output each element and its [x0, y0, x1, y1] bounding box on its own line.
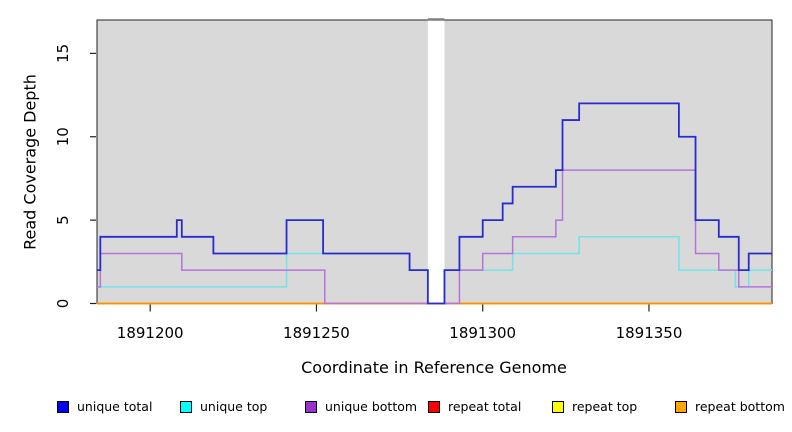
legend-swatch-icon — [57, 401, 69, 413]
legend-item-unique-total: unique total — [57, 399, 152, 415]
legend-swatch-icon — [552, 401, 564, 413]
x-axis-title: Coordinate in Reference Genome — [301, 358, 567, 377]
legend-item-unique-top: unique top — [180, 399, 267, 415]
y-axis-title: Read Coverage Depth — [20, 74, 40, 250]
legend-label: repeat bottom — [695, 399, 785, 414]
legend-label: repeat top — [572, 399, 638, 414]
legend-swatch-icon — [675, 401, 687, 413]
legend-item-repeat-top: repeat top — [552, 399, 637, 415]
masked-region-band — [427, 18, 445, 304]
legend-item-unique-bottom: unique bottom — [305, 399, 417, 415]
legend-swatch-icon — [428, 401, 440, 413]
y-tick-label: 0 — [54, 299, 72, 309]
legend-label: unique top — [200, 399, 268, 414]
y-tick-label: 10 — [54, 127, 72, 146]
legend-label: repeat total — [448, 399, 522, 414]
series-line-unique-total — [97, 102, 772, 305]
x-tick-label: 1891200 — [117, 324, 184, 342]
legend-label: unique total — [77, 399, 153, 414]
legend-label: unique bottom — [325, 399, 418, 414]
legend-swatch-icon — [305, 401, 317, 413]
x-tick-label: 1891300 — [449, 324, 516, 342]
x-tick-label: 1891250 — [283, 324, 350, 342]
y-tick-label: 15 — [54, 44, 72, 63]
series-line-unique-bottom — [97, 169, 772, 305]
x-tick-label: 1891350 — [616, 324, 683, 342]
legend-item-repeat-total: repeat total — [428, 399, 521, 415]
y-tick-label: 5 — [54, 215, 72, 225]
legend-item-repeat-bottom: repeat bottom — [675, 399, 785, 415]
legend-swatch-icon — [180, 401, 192, 413]
